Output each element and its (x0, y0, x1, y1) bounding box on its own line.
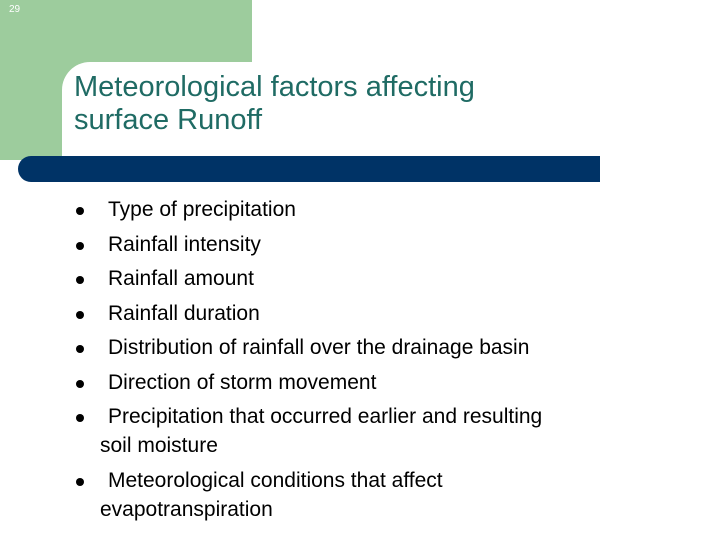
bullet-text-continuation: soil moisture (100, 434, 218, 457)
bullet-text: Meteorological conditions that affect (108, 468, 443, 492)
bullet-dot-icon (76, 276, 84, 284)
bullet-item: Rainfall intensity (74, 230, 674, 259)
bullet-dot-icon (76, 345, 84, 353)
bullet-text: Precipitation that occurred earlier and … (108, 405, 543, 428)
bullet-dot-icon (76, 379, 84, 388)
bullet-dot-icon (76, 310, 84, 319)
bullet-dot-icon (76, 207, 84, 215)
bullet-text: Distribution of rainfall over the draina… (108, 336, 530, 359)
slide-title-line-1: Meteorological factors affecting (74, 71, 475, 103)
bullet-dot-icon (76, 477, 84, 486)
bullet-item: Meteorological conditions that affect ev… (74, 466, 674, 524)
bullet-item: Distribution of rainfall over the draina… (74, 333, 674, 362)
slide-title: Meteorological factors affecting surface… (74, 71, 594, 137)
bullet-item: Direction of storm movement (74, 368, 674, 397)
bullet-dot-icon (76, 241, 84, 250)
bullet-list: Type of precipitation Rainfall intensity… (74, 195, 674, 529)
title-panel (62, 62, 622, 172)
bullet-text: Rainfall amount (108, 267, 254, 290)
bullet-text: Direction of storm movement (108, 370, 377, 394)
title-underline-bar (18, 156, 600, 182)
bullet-text: Rainfall duration (108, 301, 260, 325)
bullet-text: Rainfall intensity (108, 232, 261, 256)
slide-number: 29 (9, 4, 21, 15)
bullet-text-continuation: evapotranspiration (100, 497, 273, 521)
bullet-text: Type of precipitation (108, 198, 296, 221)
bullet-dot-icon (76, 414, 84, 422)
slide-title-line-2: surface Runoff (74, 104, 263, 136)
bullet-item: Rainfall duration (74, 299, 674, 328)
bullet-item: Precipitation that occurred earlier and … (74, 402, 674, 460)
bullet-item: Type of precipitation (74, 195, 674, 224)
bullet-item: Rainfall amount (74, 264, 674, 293)
